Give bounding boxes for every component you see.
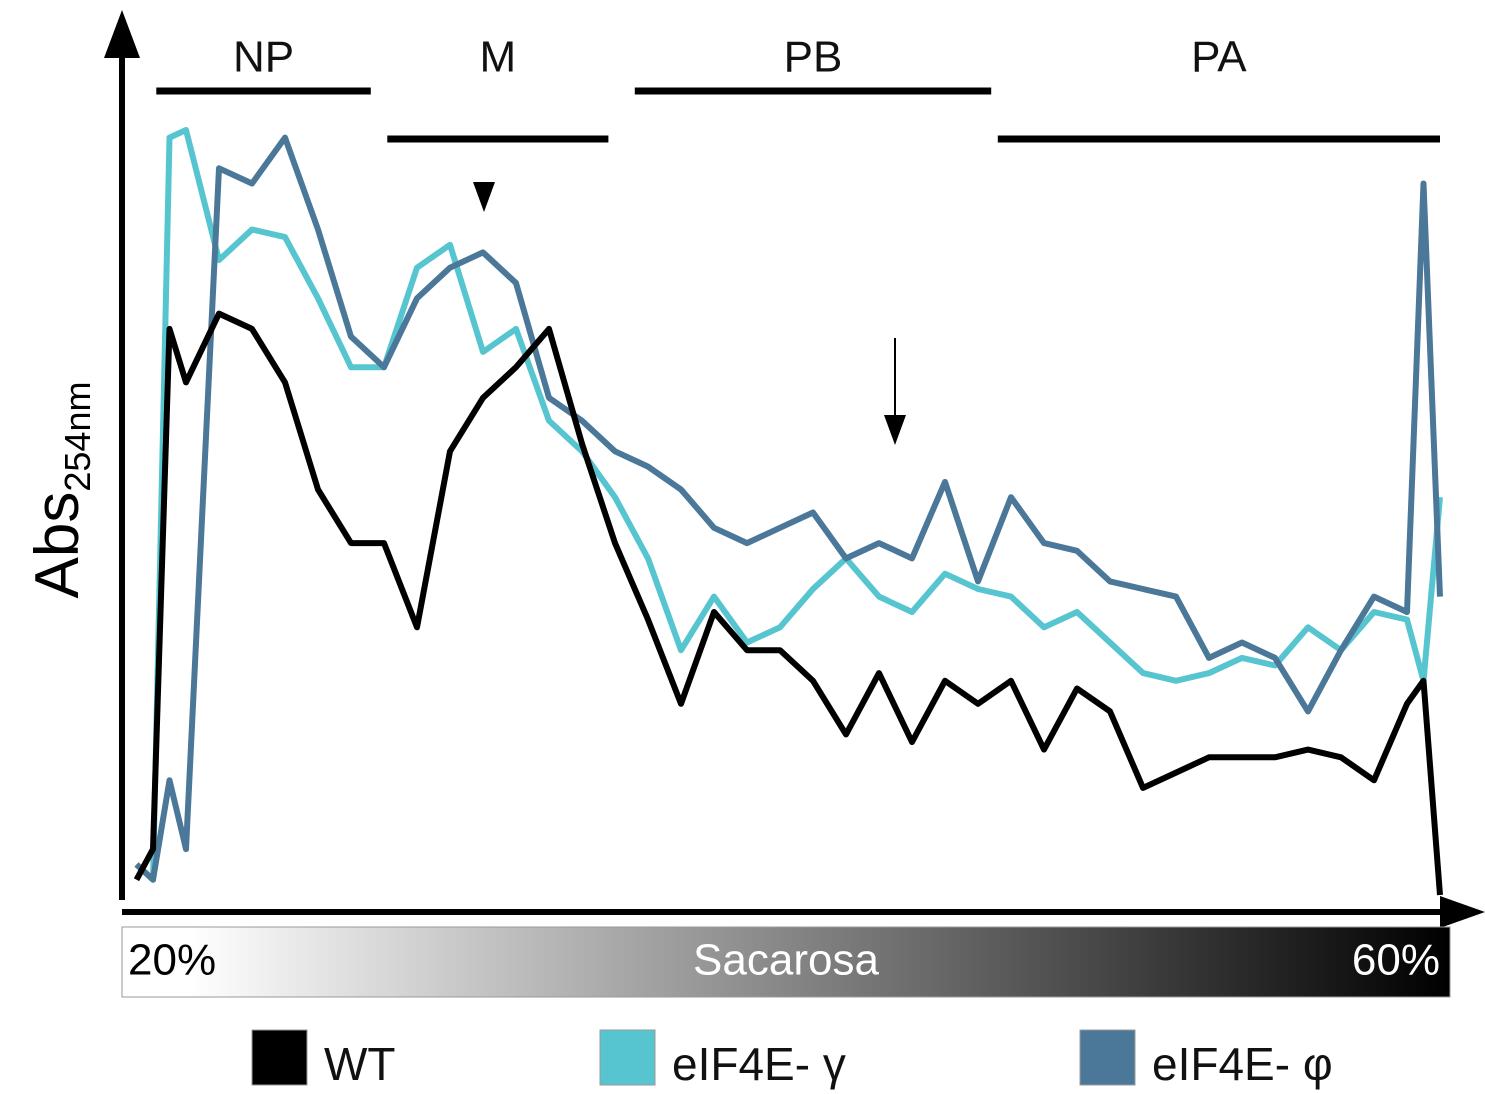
x-tick-label: 20% (128, 936, 216, 985)
x-axis-label: Sacarosa (693, 936, 879, 985)
x-tick-label: 60% (1352, 936, 1440, 985)
legend-label: eIF4E- φ (1152, 1038, 1333, 1090)
legend-label: eIF4E- γ (672, 1038, 846, 1090)
arrowhead-marker (473, 182, 495, 212)
region-label: PA (1191, 33, 1247, 82)
series-line (134, 127, 1443, 883)
gradient-bar (121, 926, 1451, 998)
y-axis-arrow (104, 10, 140, 58)
legend-swatch (251, 1029, 308, 1086)
legend-swatch (1079, 1029, 1136, 1086)
region-label: NP (233, 33, 294, 82)
series-line (134, 134, 1443, 883)
y-label-subscript: 254nm (57, 382, 98, 492)
legend-label: WT (324, 1038, 396, 1090)
region-label: PB (784, 33, 843, 82)
x-axis-arrow (1440, 896, 1485, 928)
series-line (133, 310, 1443, 896)
y-label-main: Abs (23, 492, 92, 599)
arrow-head (884, 415, 906, 445)
y-axis-label: Abs254nm (23, 382, 97, 599)
legend-swatch (599, 1029, 656, 1086)
region-label: M (480, 33, 517, 82)
